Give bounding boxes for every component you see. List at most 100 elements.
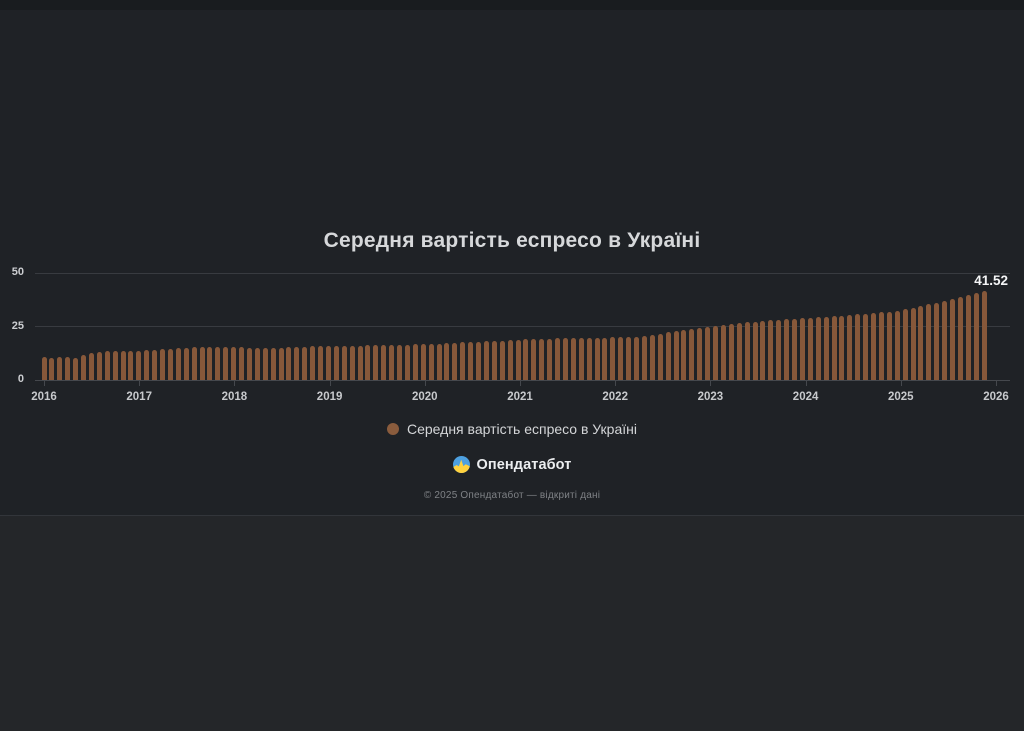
bar-month-45[interactable] <box>397 344 402 380</box>
bar-month-35[interactable] <box>318 346 323 380</box>
bar-month-86[interactable] <box>720 324 726 380</box>
bar-month-89[interactable] <box>744 322 750 380</box>
bar-month-9[interactable] <box>112 351 118 380</box>
bar-month-84[interactable] <box>705 326 711 380</box>
bar-month-24[interactable] <box>231 347 237 380</box>
bar-month-95[interactable] <box>792 318 797 380</box>
bar-month-12[interactable] <box>136 350 142 380</box>
bar-month-50[interactable] <box>436 343 442 380</box>
bar-month-28[interactable] <box>262 348 268 380</box>
bar-month-5[interactable] <box>81 354 86 380</box>
bar-month-110[interactable] <box>910 307 916 380</box>
bar-month-6[interactable] <box>88 352 94 380</box>
bar-month-109[interactable] <box>902 309 908 380</box>
bar-month-85[interactable] <box>713 325 718 380</box>
bar-month-96[interactable] <box>799 318 805 380</box>
bar-month-47[interactable] <box>412 344 418 380</box>
bar-month-23[interactable] <box>223 346 229 380</box>
bar-month-27[interactable] <box>254 348 260 380</box>
bar-month-38[interactable] <box>341 345 347 380</box>
bar-month-41[interactable] <box>365 345 371 380</box>
bar-month-32[interactable] <box>294 347 300 380</box>
bar-month-25[interactable] <box>239 347 244 380</box>
bar-month-11[interactable] <box>128 351 134 380</box>
bar-month-115[interactable] <box>950 298 955 380</box>
bar-month-22[interactable] <box>215 347 221 380</box>
bar-month-0[interactable] <box>41 356 47 380</box>
bar-month-2[interactable] <box>57 356 63 380</box>
bar-month-87[interactable] <box>728 323 734 380</box>
bar-month-93[interactable] <box>776 319 782 380</box>
bar-month-7[interactable] <box>96 351 102 380</box>
bar-month-57[interactable] <box>491 341 497 380</box>
bar-month-30[interactable] <box>278 347 284 380</box>
bar-month-44[interactable] <box>389 345 395 380</box>
bar-month-61[interactable] <box>523 339 529 380</box>
bar-month-107[interactable] <box>886 311 892 380</box>
bar-month-98[interactable] <box>815 317 821 380</box>
bar-month-90[interactable] <box>752 321 758 380</box>
bar-month-48[interactable] <box>420 344 426 380</box>
bar-month-68[interactable] <box>578 338 584 380</box>
bar-month-82[interactable] <box>689 328 695 380</box>
bar-month-1[interactable] <box>49 357 55 380</box>
bar-month-3[interactable] <box>65 357 71 380</box>
bar-month-13[interactable] <box>144 350 150 380</box>
bar-month-70[interactable] <box>594 337 600 380</box>
bar-month-81[interactable] <box>681 329 687 380</box>
bar-month-15[interactable] <box>160 349 165 380</box>
bar-month-17[interactable] <box>175 348 181 380</box>
bar-month-54[interactable] <box>468 341 474 380</box>
bar-month-10[interactable] <box>120 350 126 380</box>
bar-month-77[interactable] <box>649 335 655 380</box>
bar-month-119[interactable] <box>981 291 987 380</box>
bar-month-106[interactable] <box>878 312 884 380</box>
bar-month-94[interactable] <box>784 319 790 380</box>
bar-month-100[interactable] <box>831 316 837 380</box>
bar-month-20[interactable] <box>199 347 205 380</box>
bar-month-63[interactable] <box>539 338 545 380</box>
bar-month-76[interactable] <box>641 335 647 380</box>
bar-month-33[interactable] <box>302 346 308 380</box>
bar-month-66[interactable] <box>562 338 568 380</box>
bar-month-91[interactable] <box>760 320 766 380</box>
bar-month-99[interactable] <box>823 316 829 380</box>
bar-month-46[interactable] <box>404 344 410 380</box>
bar-month-72[interactable] <box>610 337 616 380</box>
bar-month-4[interactable] <box>73 357 79 380</box>
bar-month-74[interactable] <box>626 336 632 380</box>
bar-month-58[interactable] <box>499 340 505 380</box>
bar-month-39[interactable] <box>349 345 355 380</box>
bar-month-59[interactable] <box>507 340 513 380</box>
bar-month-37[interactable] <box>333 345 339 380</box>
bar-month-14[interactable] <box>152 349 158 380</box>
bar-month-19[interactable] <box>191 347 197 380</box>
bar-month-60[interactable] <box>515 339 521 380</box>
bar-month-34[interactable] <box>310 346 316 380</box>
bar-month-92[interactable] <box>768 320 774 380</box>
bar-month-104[interactable] <box>863 313 869 380</box>
bar-month-21[interactable] <box>207 347 213 380</box>
bar-month-83[interactable] <box>697 327 703 380</box>
bar-month-105[interactable] <box>871 313 876 380</box>
bar-month-118[interactable] <box>973 293 979 380</box>
bar-month-116[interactable] <box>957 296 963 380</box>
bar-month-31[interactable] <box>286 347 292 380</box>
bar-month-73[interactable] <box>618 337 624 380</box>
bar-month-117[interactable] <box>965 295 971 380</box>
bar-month-97[interactable] <box>807 317 813 380</box>
bar-month-114[interactable] <box>942 300 948 380</box>
bar-month-78[interactable] <box>657 333 663 380</box>
bar-month-55[interactable] <box>476 341 481 380</box>
bar-month-112[interactable] <box>926 304 932 380</box>
bar-month-56[interactable] <box>483 341 489 380</box>
bar-month-40[interactable] <box>357 345 363 380</box>
bar-month-49[interactable] <box>428 344 434 380</box>
bar-month-101[interactable] <box>839 315 845 380</box>
bar-month-51[interactable] <box>444 343 450 380</box>
bar-month-16[interactable] <box>167 348 173 380</box>
bar-month-43[interactable] <box>381 345 387 380</box>
bar-month-88[interactable] <box>736 323 742 380</box>
bar-month-8[interactable] <box>104 350 110 380</box>
bar-month-75[interactable] <box>634 336 639 380</box>
